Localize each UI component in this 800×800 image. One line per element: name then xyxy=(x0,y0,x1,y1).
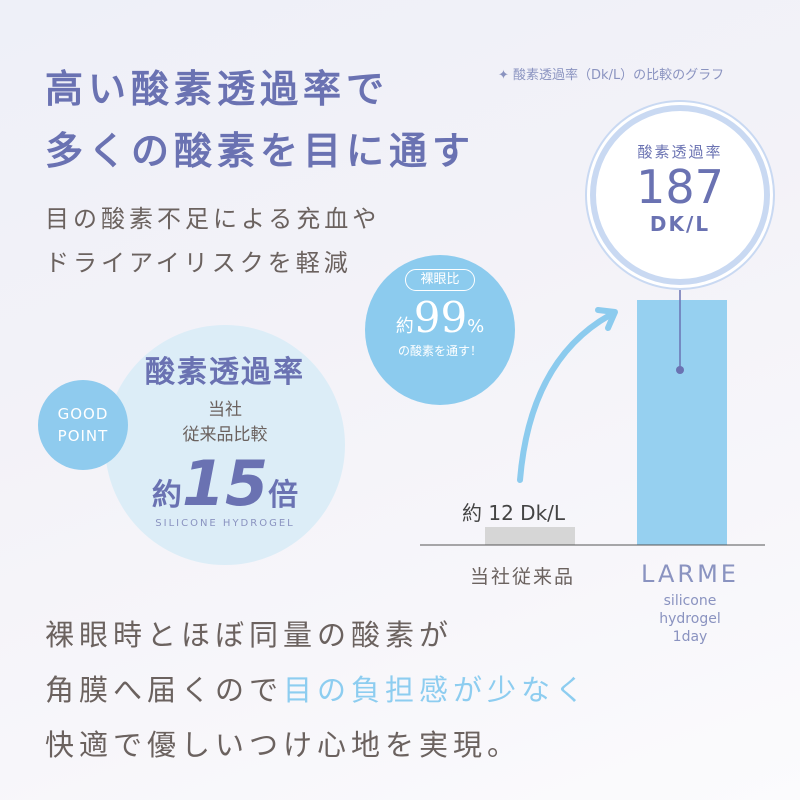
subheadline-line2: ドライアイリスクを軽減 xyxy=(45,249,352,277)
data-label-conventional: 約 12 Dk/L xyxy=(462,501,566,525)
value-circle-larme: 酸素透過率 187 DK/L xyxy=(590,105,770,285)
graph-note: ✦ 酸素透過率（Dk/L）の比較のグラフ xyxy=(498,68,725,83)
comparison-badge: 酸素透過率 当社 従来品比較 約15倍 SILICONE HYDROGEL xyxy=(105,325,345,565)
body-line2: 角膜へ届くので目の負担感が少なく xyxy=(45,667,589,709)
percent-bubble: 裸眼比 約99% の酸素を通す！ xyxy=(365,255,515,405)
headline-line2: 多くの酸素を目に通す xyxy=(45,129,476,173)
bar-conventional xyxy=(485,527,575,545)
percent-unit: % xyxy=(467,316,485,337)
percent-caption: の酸素を通す！ xyxy=(397,344,482,358)
percent-value: 99 xyxy=(413,293,468,342)
category-label-larme: LARME xyxy=(641,560,739,588)
subheadline-line1: 目の酸素不足による充血や xyxy=(45,205,381,233)
good-point-line1: GOOD xyxy=(57,405,109,423)
badge-value: 15 xyxy=(181,447,269,520)
badge-line2: 従来品比較 xyxy=(182,425,268,445)
badge-arc-text: SILICONE HYDROGEL xyxy=(155,518,295,529)
badge-line1: 当社 xyxy=(208,400,242,420)
good-point-line2: POINT xyxy=(57,427,109,445)
body-line1: 裸眼時とほぼ同量の酸素が xyxy=(45,618,454,652)
badge-prefix: 約 xyxy=(151,478,182,513)
body-line2-highlight: 目の負担感が少なく xyxy=(283,673,590,707)
value-circle-label: 酸素透過率 xyxy=(637,143,723,161)
body-line2-a: 角膜へ届くので xyxy=(45,673,284,707)
leader-dot xyxy=(676,366,684,374)
value-circle-number: 187 xyxy=(636,160,724,214)
category-sublabel-larme: silicone hydrogel 1day xyxy=(659,593,721,645)
good-point-badge: GOOD POINT xyxy=(38,380,128,470)
headline: 高い酸素透過率で多くの酸素を目に通す xyxy=(45,58,475,182)
percent-tag: 裸眼比 xyxy=(405,269,475,291)
category-label-conventional: 当社従来品 xyxy=(470,566,576,588)
bar-larme xyxy=(637,300,727,545)
badge-suffix: 倍 xyxy=(268,478,299,513)
value-circle-unit: DK/L xyxy=(649,212,711,236)
body-line3: 快適で優しいつけ心地を実現。 xyxy=(45,728,522,762)
percent-prefix: 約 xyxy=(395,316,414,337)
badge-heading: 酸素透過率 xyxy=(145,355,305,390)
arrow-head xyxy=(595,307,618,331)
growth-arrow xyxy=(517,312,613,483)
subheadline: 目の酸素不足による充血や ドライアイリスクを軽減 xyxy=(45,197,380,285)
headline-line1: 高い酸素透過率で xyxy=(45,67,390,111)
